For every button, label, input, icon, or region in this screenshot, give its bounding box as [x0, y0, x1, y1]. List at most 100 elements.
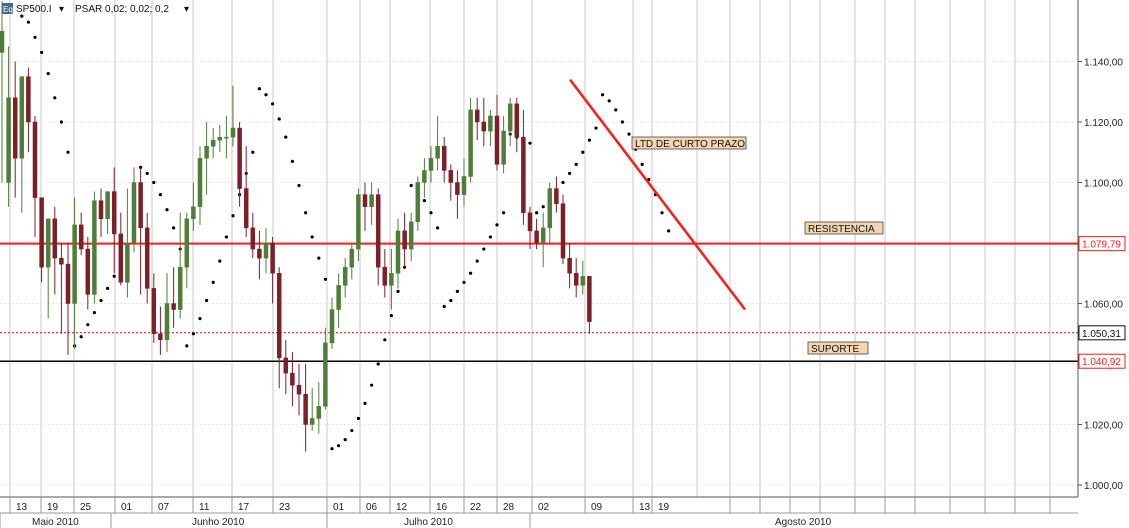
psar-dot: [601, 93, 605, 97]
psar-dot: [422, 199, 426, 203]
psar-dot: [59, 120, 64, 124]
candle-body: [362, 194, 368, 207]
date-tick-label: 11: [199, 502, 210, 513]
psar-dot: [337, 444, 341, 448]
psar-dot: [640, 162, 644, 166]
price-tick-label: 1.140,00: [1084, 58, 1123, 69]
candle-body: [270, 242, 275, 274]
candle-body: [488, 115, 493, 132]
ltd-annotation-label: LTD DE CURTO PRAZO: [635, 139, 745, 150]
date-tick-label: 23: [279, 502, 291, 513]
psar-dot: [231, 214, 235, 218]
candle-body: [369, 194, 374, 207]
psar-dot: [429, 211, 433, 215]
psar-dot: [409, 183, 413, 188]
date-tick-label: 13: [639, 502, 651, 513]
psar-dot: [620, 120, 625, 124]
date-tick-label: 12: [396, 502, 408, 513]
candle-body: [415, 182, 421, 223]
trendline-layer: [569, 78, 746, 311]
candle-body: [336, 285, 341, 310]
candle-body: [6, 97, 11, 183]
date-tick-label: 02: [538, 502, 550, 513]
support-price-tag: [1078, 353, 1126, 369]
candle-body: [26, 76, 31, 123]
psar-dot: [462, 280, 466, 284]
date-tick-label: 19: [658, 502, 670, 513]
price-tick-label: 1.060,00: [1084, 300, 1123, 311]
candle-body: [243, 188, 249, 229]
psar-dot: [436, 226, 440, 230]
psar-dots: [20, 14, 671, 451]
date-axis[interactable]: 13 19 25 01 07 11 17 23 01 06 12 16 22 28 02 09 13 19 Maio…: [0, 496, 1078, 528]
indicator-dropdown-icon[interactable]: ▾: [184, 4, 189, 15]
candle-body: [237, 127, 242, 189]
candle-body: [224, 136, 229, 139]
candle-body: [521, 136, 526, 213]
support-annotation-box: [807, 341, 869, 355]
candle-body: [184, 218, 190, 268]
psar-dot: [535, 211, 539, 215]
price-axis[interactable]: 1.000,001.020,001.040,001.060,001.080,00…: [1077, 0, 1126, 497]
chart-header: Eq SP500.I ▾ PSAR 0,02; 0,02; 0,2 ▾: [2, 3, 189, 15]
month-label: Junho 2010: [192, 517, 245, 528]
candle-body: [441, 145, 447, 171]
candle-body: [474, 109, 480, 123]
indicator-label[interactable]: PSAR 0,02; 0,02; 0,2: [75, 4, 169, 15]
trendline-ltd[interactable]: [569, 78, 746, 311]
psar-dot: [343, 438, 347, 442]
candle-body: [217, 136, 223, 141]
candle-body: [527, 212, 533, 232]
psar-dot: [224, 235, 228, 239]
candle-body: [151, 288, 157, 334]
candle-body: [580, 276, 586, 286]
candle-body: [283, 357, 289, 374]
psar-dot: [475, 259, 479, 263]
psar-dot: [488, 235, 492, 239]
candle-body: [52, 218, 58, 259]
last-price-tag: [1078, 325, 1126, 341]
psar-dot: [191, 332, 195, 336]
psar-dot: [79, 335, 83, 339]
resistance-price-tag-label: 1.079,79: [1082, 240, 1121, 251]
candle-body: [0, 31, 5, 53]
resistance-price-tag: [1078, 236, 1126, 252]
psar-dot: [145, 171, 149, 176]
candle-body: [382, 266, 388, 286]
psar-dot: [356, 416, 360, 421]
symbol-label[interactable]: SP500.I: [16, 4, 52, 15]
candles: [0, 1, 592, 452]
candle-body: [316, 406, 322, 419]
psar-dot: [581, 150, 585, 154]
psar-dot: [449, 298, 453, 303]
candle-body: [72, 224, 77, 304]
candle-body: [534, 230, 539, 244]
psar-dot: [53, 96, 57, 100]
candle-body: [276, 273, 282, 359]
date-tick-label: 01: [333, 502, 345, 513]
psar-dot: [40, 50, 44, 55]
price-tick-label: 1.100,00: [1084, 179, 1123, 190]
psar-dot: [495, 223, 499, 227]
candle-body: [78, 224, 84, 250]
candle-body: [105, 191, 110, 220]
candle-body: [191, 206, 196, 220]
psar-dot: [614, 108, 618, 112]
candle-body: [263, 242, 269, 259]
candle-body: [514, 103, 520, 138]
symbol-dropdown-icon[interactable]: ▾: [59, 4, 64, 15]
candle-body: [19, 76, 25, 159]
price-tick-label: 1.120,00: [1084, 118, 1123, 129]
psar-dot: [172, 226, 176, 230]
candle-body: [45, 218, 51, 268]
psar-dot: [66, 150, 70, 154]
psar-dot: [376, 362, 380, 366]
date-tick-label: 01: [121, 502, 133, 513]
psar-dot: [257, 87, 261, 91]
candle-body: [375, 194, 381, 268]
candle-body: [39, 197, 44, 268]
candle-body: [92, 200, 97, 295]
candle-body: [481, 121, 487, 132]
